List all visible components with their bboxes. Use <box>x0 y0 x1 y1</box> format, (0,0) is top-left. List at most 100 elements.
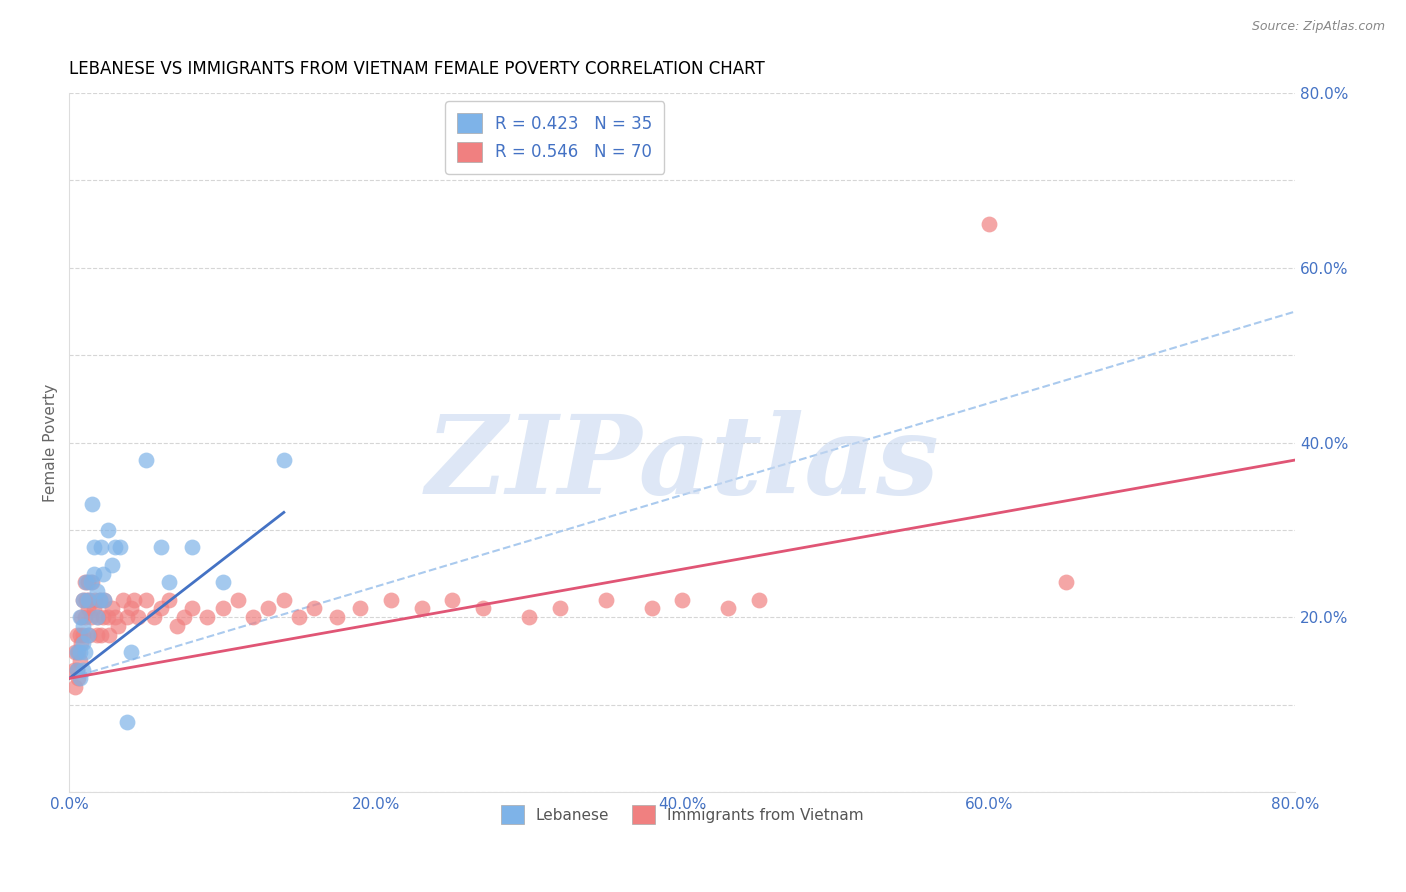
Point <box>69 654 91 668</box>
Point <box>89 592 111 607</box>
Legend: Lebanese, Immigrants from Vietnam: Lebanese, Immigrants from Vietnam <box>492 797 873 833</box>
Point <box>304 601 326 615</box>
Point <box>211 575 233 590</box>
Point <box>82 575 104 590</box>
Point <box>77 628 100 642</box>
Point <box>977 217 1000 231</box>
Point <box>70 610 93 624</box>
Point <box>120 645 142 659</box>
Point <box>122 592 145 607</box>
Point <box>66 663 89 677</box>
Point <box>180 541 202 555</box>
Point <box>411 601 433 615</box>
Point <box>349 601 371 615</box>
Point <box>142 610 165 624</box>
Point <box>517 610 540 624</box>
Point <box>73 645 96 659</box>
Point <box>75 575 97 590</box>
Point <box>173 610 195 624</box>
Point <box>671 592 693 607</box>
Point <box>91 610 114 624</box>
Point <box>135 453 157 467</box>
Point <box>72 636 94 650</box>
Point <box>326 610 349 624</box>
Point <box>83 566 105 581</box>
Point <box>211 601 233 615</box>
Point <box>91 566 114 581</box>
Point <box>111 592 134 607</box>
Point <box>93 592 115 607</box>
Point <box>73 610 96 624</box>
Y-axis label: Female Poverty: Female Poverty <box>44 384 58 501</box>
Point <box>120 601 142 615</box>
Point <box>76 575 98 590</box>
Point <box>101 558 124 572</box>
Point <box>273 592 295 607</box>
Point <box>104 610 127 624</box>
Point <box>288 610 311 624</box>
Point <box>157 592 180 607</box>
Point <box>380 592 402 607</box>
Point <box>73 575 96 590</box>
Point <box>108 541 131 555</box>
Point <box>66 628 89 642</box>
Text: LEBANESE VS IMMIGRANTS FROM VIETNAM FEMALE POVERTY CORRELATION CHART: LEBANESE VS IMMIGRANTS FROM VIETNAM FEMA… <box>69 60 765 78</box>
Point <box>273 453 295 467</box>
Point <box>82 497 104 511</box>
Point <box>150 541 173 555</box>
Point <box>98 628 121 642</box>
Point <box>65 645 87 659</box>
Point <box>69 610 91 624</box>
Point <box>70 636 93 650</box>
Point <box>93 592 115 607</box>
Point <box>66 663 89 677</box>
Point <box>90 541 112 555</box>
Point <box>107 619 129 633</box>
Point <box>67 645 90 659</box>
Point <box>101 601 124 615</box>
Point <box>72 663 94 677</box>
Point <box>641 601 664 615</box>
Point <box>86 584 108 599</box>
Point <box>96 523 118 537</box>
Point <box>117 610 139 624</box>
Text: Source: ZipAtlas.com: Source: ZipAtlas.com <box>1251 20 1385 33</box>
Point <box>72 592 94 607</box>
Point <box>548 601 571 615</box>
Point <box>472 601 495 615</box>
Point <box>195 610 218 624</box>
Point <box>69 672 91 686</box>
Point <box>96 610 118 624</box>
Point <box>166 619 188 633</box>
Point <box>83 541 105 555</box>
Text: ZIPatlas: ZIPatlas <box>426 409 939 517</box>
Point <box>69 645 91 659</box>
Point <box>66 645 89 659</box>
Point <box>90 628 112 642</box>
Point <box>87 610 110 624</box>
Point <box>257 601 280 615</box>
Point <box>748 592 770 607</box>
Point <box>72 628 94 642</box>
Point <box>76 592 98 607</box>
Point <box>67 672 90 686</box>
Point <box>242 610 264 624</box>
Point <box>86 610 108 624</box>
Point <box>135 592 157 607</box>
Point <box>226 592 249 607</box>
Point <box>104 541 127 555</box>
Point <box>117 714 139 729</box>
Point <box>84 592 107 607</box>
Point <box>717 601 740 615</box>
Point <box>595 592 617 607</box>
Point <box>157 575 180 590</box>
Point <box>72 592 94 607</box>
Point <box>69 628 91 642</box>
Point <box>1054 575 1077 590</box>
Point <box>72 619 94 633</box>
Point <box>75 592 97 607</box>
Point <box>127 610 149 624</box>
Point <box>86 628 108 642</box>
Point <box>83 601 105 615</box>
Point <box>77 592 100 607</box>
